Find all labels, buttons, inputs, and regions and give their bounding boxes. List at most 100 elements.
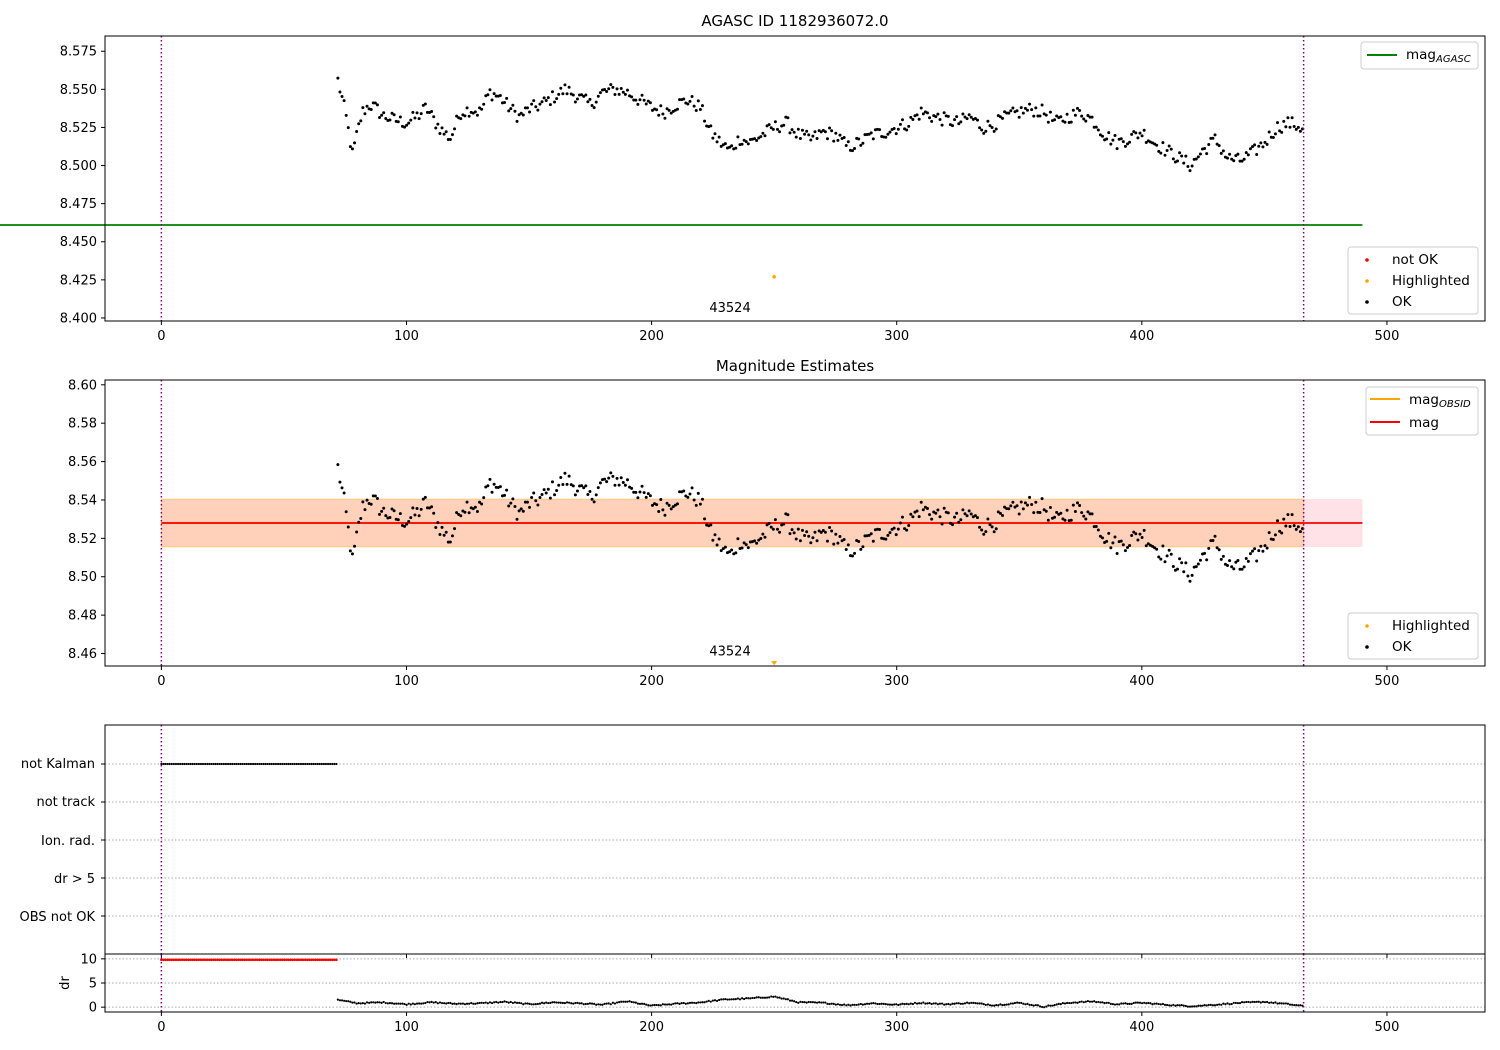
dr-ok-point bbox=[997, 1004, 1000, 1007]
dr-ok-point bbox=[359, 1002, 362, 1005]
dr-ok-point bbox=[426, 1000, 429, 1004]
dr-ok-point bbox=[784, 998, 787, 1001]
dr-ok-point bbox=[593, 1002, 596, 1005]
mag-ok-point bbox=[925, 111, 929, 115]
mag-ok-point bbox=[642, 491, 646, 495]
mag-ok-point bbox=[1163, 153, 1167, 157]
mag-ok-point bbox=[442, 132, 446, 136]
dr-ok-point bbox=[1170, 1004, 1173, 1007]
dr-not-ok-point bbox=[222, 958, 226, 962]
dr-not-ok-point bbox=[201, 958, 205, 962]
dr-ok-point bbox=[961, 1002, 965, 1005]
mag-ok-point bbox=[1000, 513, 1004, 517]
mag-ok-point bbox=[869, 532, 873, 536]
mag-ok-point bbox=[580, 93, 584, 97]
mag-ok-point bbox=[1282, 517, 1286, 521]
mag-ok-point bbox=[546, 96, 550, 100]
mag-ok-point bbox=[557, 483, 561, 487]
mag-ok-point bbox=[1063, 518, 1067, 522]
mag-ok-point bbox=[1028, 495, 1032, 499]
mag-ok-point bbox=[815, 539, 819, 543]
dr-not-ok-point bbox=[270, 958, 274, 962]
dr-ok-point bbox=[434, 1001, 437, 1004]
not-kalman-point bbox=[233, 762, 236, 766]
mag-ok-point bbox=[357, 520, 361, 524]
mag-ok-point bbox=[1075, 501, 1079, 505]
dr-ok-point bbox=[595, 1003, 598, 1006]
mag-ok-point bbox=[440, 126, 444, 130]
mag-ok-point bbox=[813, 530, 817, 534]
dr-ok-point bbox=[1243, 1001, 1246, 1004]
dr-ok-point bbox=[1030, 1003, 1033, 1007]
mag-ok-point bbox=[813, 130, 817, 134]
mag-ok-point bbox=[786, 513, 790, 517]
mag-ok-point bbox=[723, 142, 727, 146]
not-kalman-point bbox=[243, 762, 246, 766]
dr-ok-point bbox=[378, 1001, 381, 1004]
dr-ok-point bbox=[1022, 1002, 1025, 1005]
mag-ok-point bbox=[1153, 546, 1157, 550]
dr-ok-point bbox=[630, 1000, 633, 1004]
mag-ok-point bbox=[353, 544, 357, 548]
mag-ok-point bbox=[586, 100, 590, 104]
mag-ok-point bbox=[1232, 159, 1236, 163]
dr-ok-point bbox=[1184, 1004, 1187, 1008]
mag-ok-point bbox=[834, 532, 838, 536]
dr-not-ok-point bbox=[280, 958, 284, 962]
flag-label-ion-rad: Ion. rad. bbox=[41, 834, 95, 849]
dr-ok-point bbox=[680, 1002, 683, 1005]
mag-ok-point bbox=[696, 99, 700, 103]
mag-ok-point bbox=[509, 501, 513, 505]
dr-ok-point bbox=[365, 1001, 369, 1004]
panel-agasc: AGASC ID 1182936072.0 0 100 200 300 400 500 8.… bbox=[0, 12, 1486, 344]
mag-ok-point bbox=[657, 510, 661, 514]
dr-ok-point bbox=[420, 1002, 423, 1005]
mag-ok-point bbox=[663, 116, 667, 120]
dr-ok-point bbox=[1295, 1003, 1298, 1007]
mag-ok-point bbox=[1086, 510, 1090, 514]
mag-ok-point bbox=[1107, 131, 1111, 135]
not-kalman-point bbox=[174, 762, 178, 766]
mag-ok-point bbox=[523, 106, 527, 110]
mag-ok-point bbox=[609, 83, 613, 87]
mag-ok-point bbox=[603, 88, 607, 92]
mag-ok-point bbox=[811, 134, 815, 138]
mag-ok-point bbox=[644, 495, 648, 499]
mag-ok-point bbox=[1142, 528, 1146, 532]
mag-ok-point bbox=[980, 128, 984, 132]
dr-ok-point bbox=[703, 1001, 706, 1004]
mag-ok-point bbox=[1276, 519, 1280, 523]
mag-ok-point bbox=[1298, 530, 1302, 534]
not-kalman-point bbox=[218, 762, 221, 766]
not-kalman-point bbox=[333, 762, 336, 766]
dr-ok-point bbox=[1153, 1002, 1156, 1005]
dr-ok-point bbox=[1140, 1002, 1144, 1005]
mag-ok-point bbox=[423, 495, 427, 499]
mag-ok-point bbox=[644, 102, 648, 106]
mag-ok-point bbox=[742, 541, 746, 545]
dr-ok-point bbox=[801, 1001, 804, 1004]
dr-not-ok-point bbox=[316, 958, 319, 962]
mag-ok-point bbox=[540, 100, 544, 104]
mag-ok-point bbox=[1280, 531, 1284, 535]
dr-ok-point bbox=[647, 1004, 650, 1007]
mag-ok-point bbox=[1071, 108, 1075, 112]
mag-ok-point bbox=[1113, 535, 1117, 539]
mag-ok-point bbox=[361, 106, 365, 110]
dr-ok-point bbox=[1234, 1001, 1237, 1005]
mag-ok-point bbox=[346, 126, 350, 130]
mag-ok-point bbox=[917, 117, 921, 121]
mag-ok-point bbox=[1296, 125, 1300, 129]
mag-ok-point bbox=[575, 489, 579, 493]
mag-ok-point bbox=[594, 100, 598, 104]
mag-ok-point bbox=[1161, 141, 1165, 145]
mag-ok-point bbox=[1288, 125, 1292, 129]
mag-ok-point bbox=[688, 492, 692, 496]
mag-ok-point bbox=[1038, 510, 1042, 514]
mag-ok-point bbox=[1023, 501, 1027, 505]
dr-ok-point bbox=[1120, 1002, 1123, 1005]
mag-ok-point bbox=[615, 87, 619, 91]
mag-ok-point bbox=[719, 549, 723, 553]
mag-ok-point bbox=[915, 113, 919, 117]
dr-ok-point bbox=[1174, 1004, 1177, 1007]
